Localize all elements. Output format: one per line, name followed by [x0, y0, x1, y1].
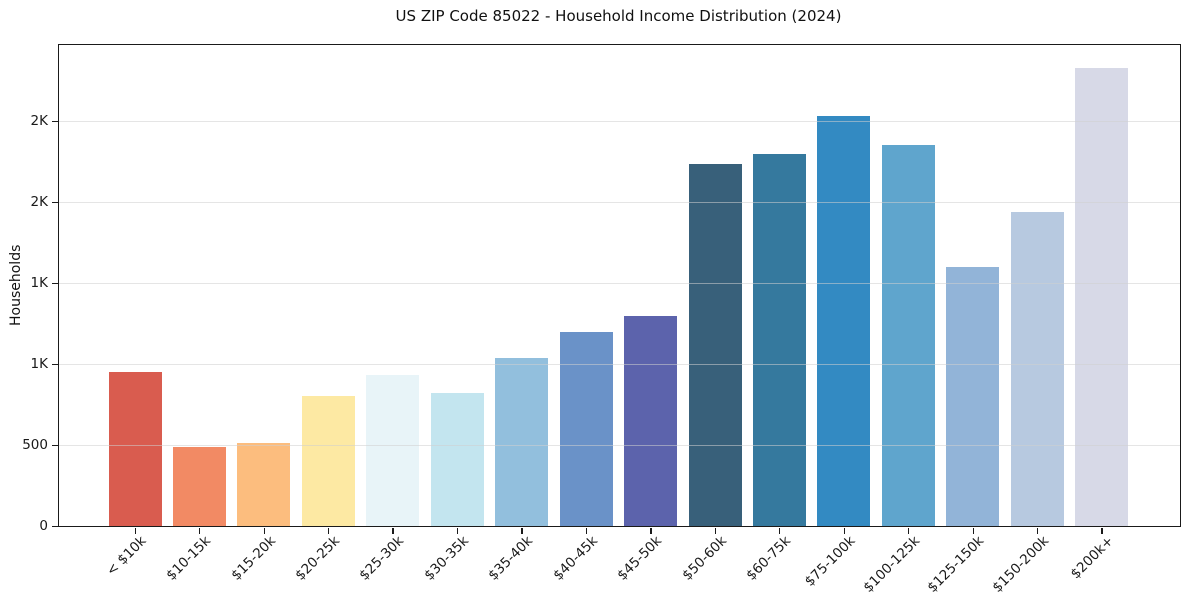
x-tick-$75-100k: [843, 527, 845, 534]
bar-$75-100k: [817, 116, 871, 526]
x-tick-label-$50-60k: $50-60k: [679, 533, 730, 584]
plot-area: [58, 44, 1181, 527]
x-tick-label-$100-125k: $100-125k: [860, 533, 924, 596]
y-tick-label-2500: 2K: [30, 113, 48, 130]
y-tick-label-2000: 2K: [30, 194, 48, 211]
gridline-2500: [59, 120, 1180, 122]
x-tick-label-$75-100k: $75-100k: [801, 533, 859, 591]
x-tick-label-$200k+: $200k+: [1067, 533, 1117, 583]
gridline-1000: [59, 363, 1180, 365]
bar-$100-125k: [881, 145, 935, 526]
x-tick-$100-125k: [908, 527, 910, 534]
x-tick-label-$60-75k: $60-75k: [743, 533, 795, 584]
x-tick-$40-45k: [585, 527, 588, 534]
x-tick-label-< $10k: < $10k: [103, 533, 150, 580]
bar-$35-40k: [495, 357, 549, 526]
x-tick-label-$30-35k: $30-35k: [421, 533, 472, 584]
x-tick-label-$150-200k: $150-200k: [989, 533, 1052, 596]
bar-$30-35k: [430, 393, 484, 526]
x-tick-$125-150k: [972, 527, 974, 534]
x-tick-$25-30k: [392, 527, 394, 534]
x-tick-$15-20k: [263, 527, 265, 534]
x-tick-label-$125-150k: $125-150k: [924, 533, 988, 596]
y-tick-label-0: 0: [39, 518, 48, 535]
x-tick-label-$40-45k: $40-45k: [550, 533, 601, 584]
x-tick-$20-25k: [328, 527, 330, 534]
chart-title: US ZIP Code 85022 - Household Income Dis…: [395, 7, 842, 25]
bar-$25-30k: [366, 375, 420, 526]
gridline-1500: [59, 282, 1180, 284]
bar-$125-150k: [946, 266, 1000, 526]
bar-$60-75k: [753, 154, 806, 526]
x-tick-$50-60k: [714, 527, 717, 534]
y-tick-1500: [52, 282, 58, 285]
bar-$50-60k: [688, 164, 742, 526]
x-tick-label-$45-50k: $45-50k: [614, 533, 666, 584]
y-tick-label-500: 500: [22, 437, 48, 454]
x-tick-label-$35-40k: $35-40k: [485, 533, 537, 584]
y-tick-0: [52, 525, 58, 527]
x-tick-$30-35k: [456, 527, 459, 534]
bar-$10-15k: [172, 446, 226, 526]
x-tick-label-$10-15k: $10-15k: [163, 533, 215, 584]
bar-$40-45k: [559, 331, 613, 526]
x-tick-$45-50k: [650, 527, 652, 534]
gridline-2000: [59, 201, 1180, 203]
y-tick-label-1500: 1K: [30, 275, 48, 292]
x-tick-$10-15k: [199, 527, 201, 534]
bar-< $10k: [108, 372, 162, 526]
x-tick-$60-75k: [779, 527, 781, 534]
x-tick-label-$20-25k: $20-25k: [292, 533, 344, 584]
y-tick-2500: [52, 120, 58, 123]
y-tick-500: [52, 444, 58, 446]
bar-$15-20k: [237, 442, 291, 526]
x-tick-label-$25-30k: $25-30k: [356, 533, 408, 584]
x-tick-$150-200k: [1036, 527, 1039, 534]
y-tick-1000: [52, 363, 58, 365]
x-tick-$35-40k: [521, 527, 523, 534]
y-tick-label-1000: 1K: [30, 356, 48, 373]
gridline-500: [59, 444, 1180, 446]
x-tick-$200k+: [1101, 527, 1103, 534]
x-tick-label-$15-20k: $15-20k: [227, 533, 279, 584]
bar-$200k+: [1075, 67, 1129, 526]
bar-$45-50k: [624, 316, 678, 526]
x-tick-< $10k: [134, 527, 136, 534]
y-tick-2000: [52, 201, 58, 204]
bar-$150-200k: [1010, 211, 1064, 526]
bar-$20-25k: [301, 396, 355, 526]
